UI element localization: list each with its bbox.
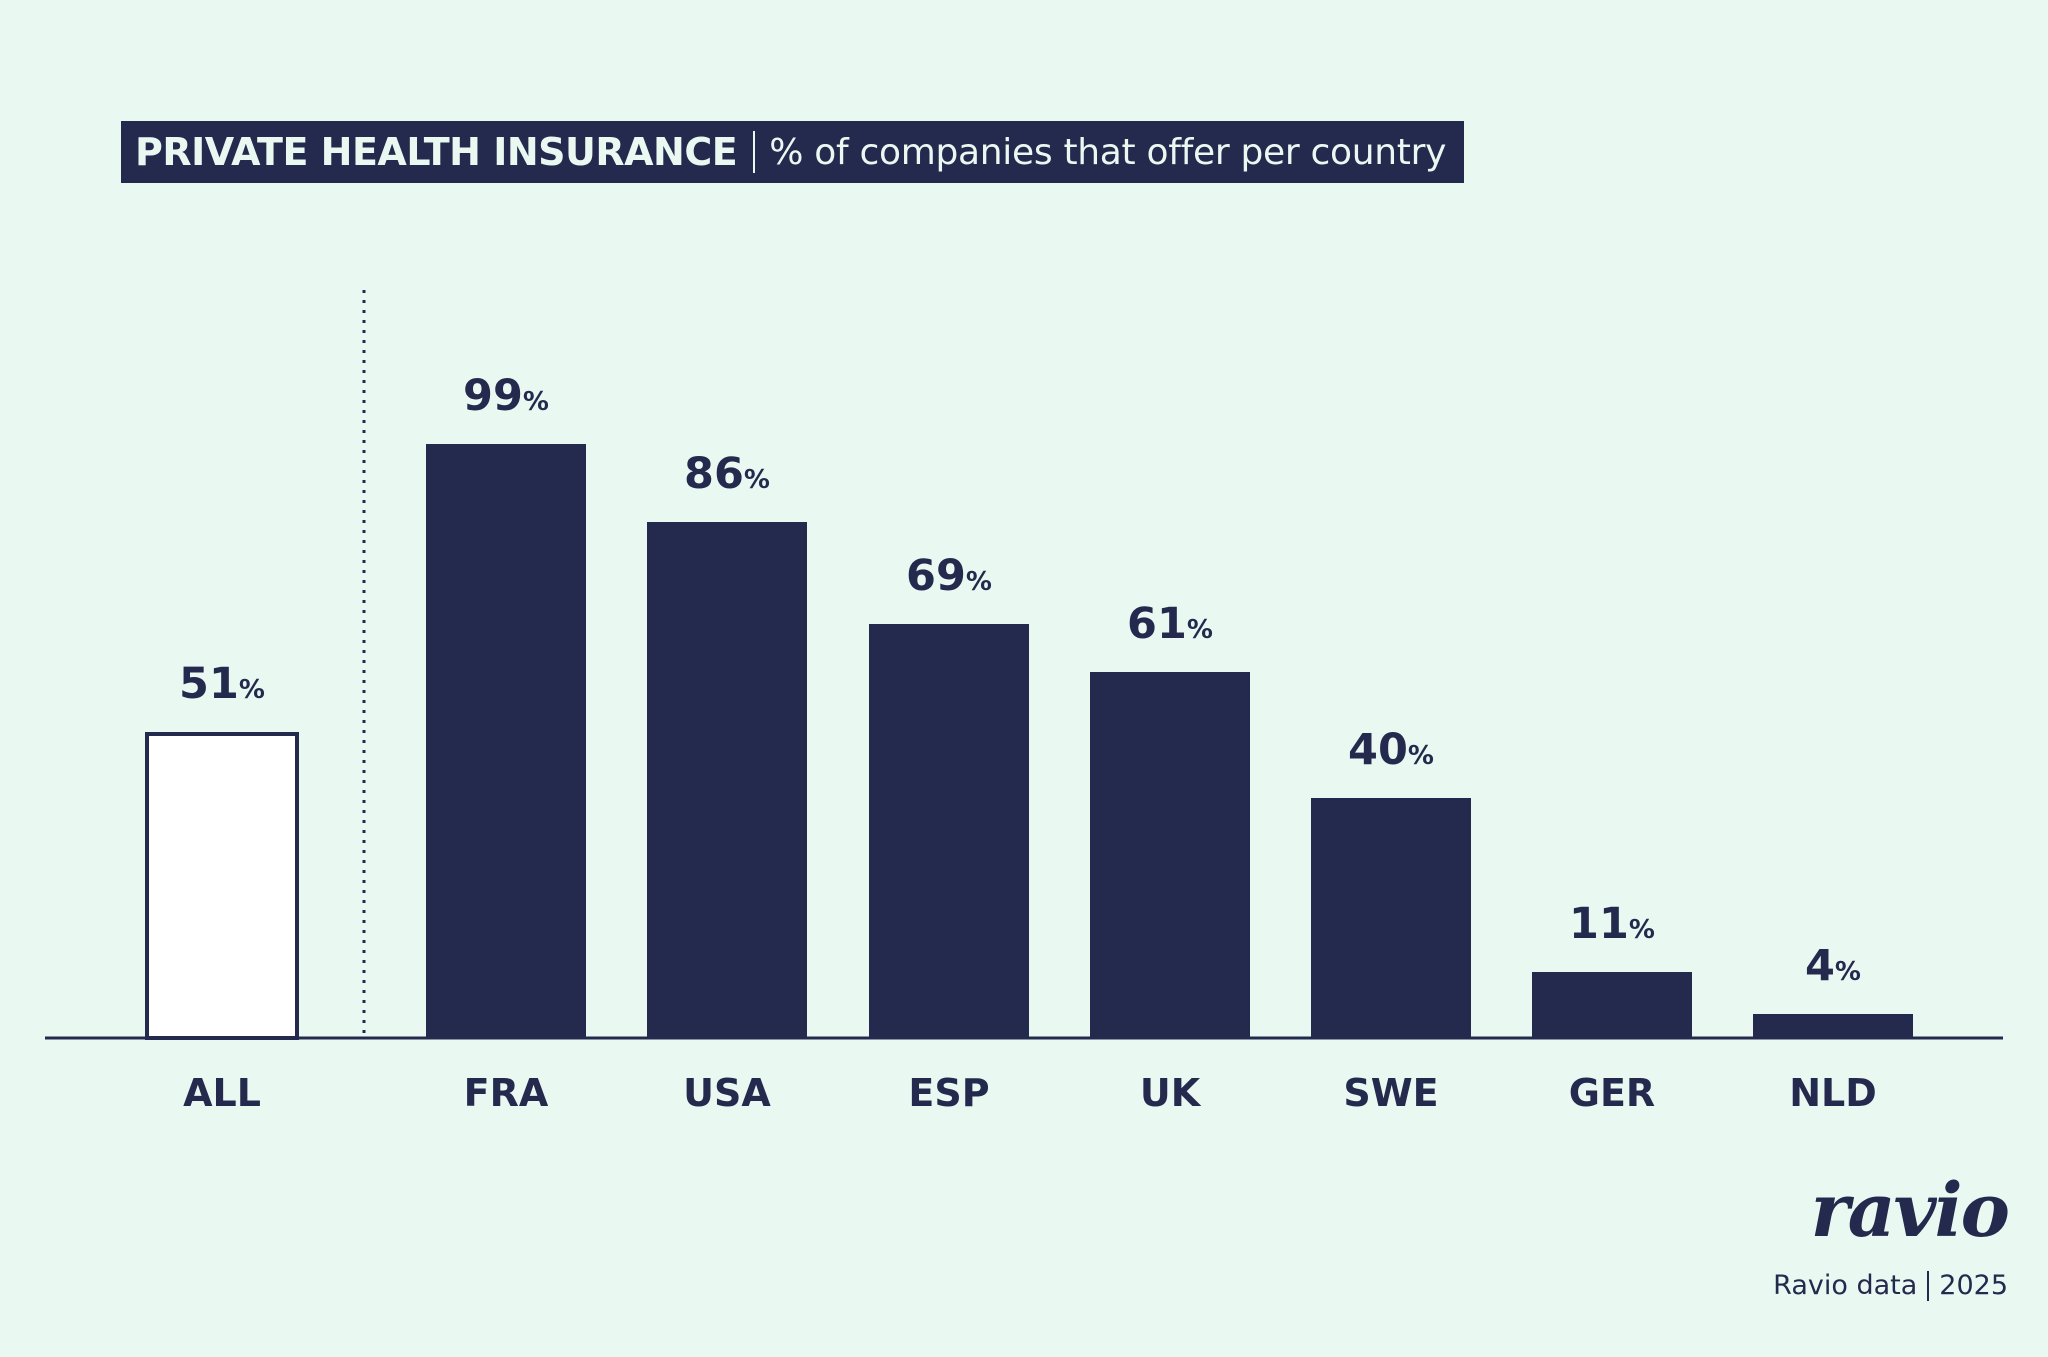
value-label-uk: 61% xyxy=(1127,599,1213,649)
chart-title: PRIVATE HEALTH INSURANCE xyxy=(135,130,738,174)
bar-nld xyxy=(1753,1014,1913,1038)
category-label-swe: SWE xyxy=(1343,1071,1438,1115)
category-label-esp: ESP xyxy=(908,1071,989,1115)
category-label-ger: GER xyxy=(1569,1071,1655,1115)
bar-swe xyxy=(1311,798,1471,1038)
source-note: Ravio data 2025 xyxy=(1773,1270,2008,1301)
value-label-swe: 40% xyxy=(1348,725,1434,775)
value-labels-group: 51% 99% 86% 69% 61% 40% 11% 4% xyxy=(179,371,1861,991)
value-label-ger: 11% xyxy=(1569,899,1655,949)
source-year: 2025 xyxy=(1939,1270,2008,1301)
value-label-fra: 99% xyxy=(463,371,549,421)
value-label-nld: 4% xyxy=(1805,941,1861,991)
bar-fra xyxy=(426,444,586,1038)
title-divider xyxy=(753,131,756,173)
category-label-nld: NLD xyxy=(1789,1071,1877,1115)
chart-title-bar: PRIVATE HEALTH INSURANCE % of companies … xyxy=(121,121,1465,183)
bar-usa xyxy=(647,522,807,1038)
bar-esp xyxy=(869,624,1029,1038)
category-label-usa: USA xyxy=(683,1071,771,1115)
value-label-esp: 69% xyxy=(906,551,992,601)
chart-subtitle: % of companies that offer per country xyxy=(769,131,1447,173)
bar-uk xyxy=(1090,672,1250,1038)
category-label-all: ALL xyxy=(183,1071,261,1115)
ravio-logo: ravio xyxy=(1810,1168,2010,1254)
bars-group xyxy=(145,444,1913,1040)
value-label-usa: 86% xyxy=(684,449,770,499)
category-label-uk: UK xyxy=(1140,1071,1202,1115)
bar-ger xyxy=(1532,972,1692,1038)
source-text: Ravio data xyxy=(1773,1270,1918,1301)
category-label-fra: FRA xyxy=(464,1071,549,1115)
value-label-all: 51% xyxy=(179,659,265,709)
category-labels-group: ALL FRA USA ESP UK SWE GER NLD xyxy=(183,1071,1877,1115)
source-divider xyxy=(1927,1270,1930,1301)
bar-all xyxy=(145,732,299,1040)
